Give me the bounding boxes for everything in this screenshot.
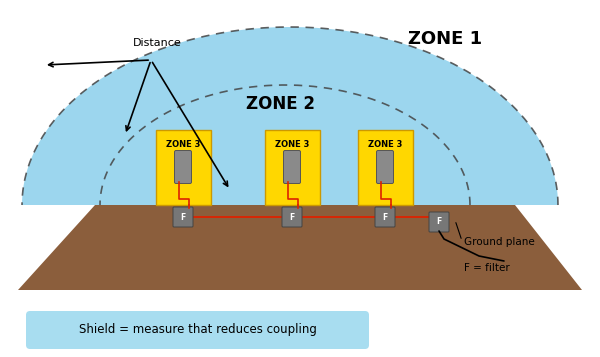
Bar xyxy=(265,130,320,205)
Text: Shield = measure that reduces coupling: Shield = measure that reduces coupling xyxy=(79,323,316,337)
Bar xyxy=(155,130,211,205)
FancyBboxPatch shape xyxy=(26,311,369,349)
FancyBboxPatch shape xyxy=(175,151,191,183)
Text: Ground plane: Ground plane xyxy=(464,237,535,247)
Polygon shape xyxy=(22,27,558,205)
FancyBboxPatch shape xyxy=(282,207,302,227)
FancyBboxPatch shape xyxy=(173,207,193,227)
Text: F: F xyxy=(382,212,388,221)
Text: ZONE 3: ZONE 3 xyxy=(166,140,200,149)
Text: ZONE 1: ZONE 1 xyxy=(408,30,482,48)
Text: F: F xyxy=(181,212,185,221)
Text: Distance: Distance xyxy=(133,38,182,48)
Text: F: F xyxy=(436,217,442,226)
Bar xyxy=(358,130,413,205)
FancyBboxPatch shape xyxy=(375,207,395,227)
FancyBboxPatch shape xyxy=(284,151,301,183)
Text: F: F xyxy=(289,212,295,221)
Polygon shape xyxy=(18,205,582,290)
Text: ZONE 2: ZONE 2 xyxy=(245,95,314,113)
FancyBboxPatch shape xyxy=(429,212,449,232)
Text: ZONE 3: ZONE 3 xyxy=(368,140,402,149)
Text: F = filter: F = filter xyxy=(464,263,510,273)
FancyBboxPatch shape xyxy=(377,151,394,183)
Text: ZONE 3: ZONE 3 xyxy=(275,140,309,149)
